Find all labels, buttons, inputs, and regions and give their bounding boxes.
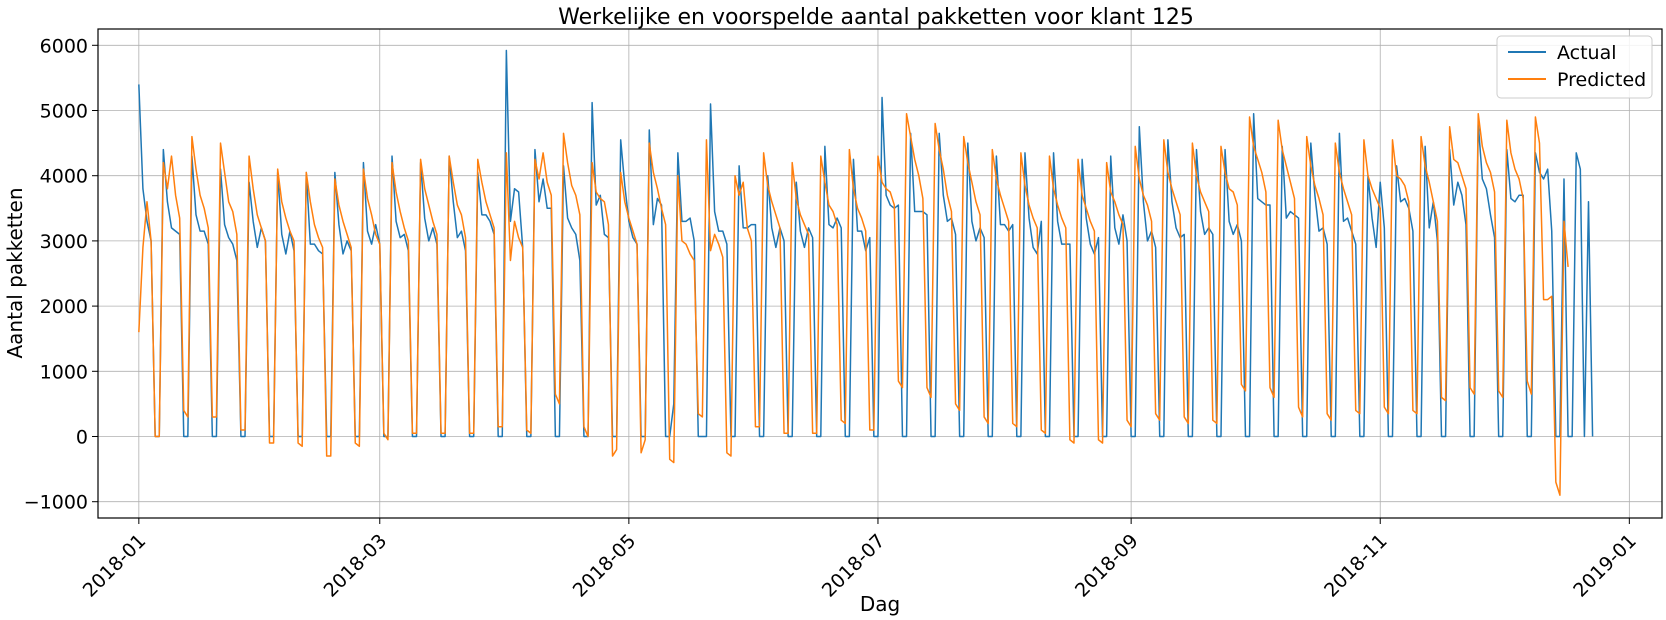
legend-label-predicted: Predicted [1557,69,1646,91]
x-tick-label: 2018-09 [1071,530,1143,602]
y-tick-label: −1000 [24,492,88,514]
legend: Actual Predicted [1496,35,1653,99]
legend-label-actual: Actual [1557,42,1617,64]
y-tick-label: 4000 [40,166,88,188]
plot-frame [97,28,1663,519]
x-tick-label: 2018-11 [1320,530,1392,602]
y-axis-label: Aantal pakketten [3,188,27,359]
x-tick-label: 2019-01 [1569,530,1641,602]
series-layer [138,49,1594,496]
x-tick-label: 2018-03 [320,530,392,602]
x-tick-label: 2018-07 [818,530,890,602]
y-tick-label: 2000 [40,296,88,318]
y-tick-label: 3000 [40,231,88,253]
y-tick-label: 6000 [40,35,88,57]
x-axis-label: Dag [860,592,900,616]
x-tick-label: 2018-01 [79,530,151,602]
series-line-predicted [138,113,1569,496]
y-tick-label: 1000 [40,361,88,383]
x-axis: 2018-01 2018-03 2018-05 2018-07 2018-09 2018-… [79,518,1641,602]
y-tick-label: 0 [76,427,88,449]
y-tick-label: 5000 [40,101,88,123]
y-axis: −1000 0 1000 2000 3000 4000 5000 6000 [24,35,98,514]
x-tick-label: 2018-05 [569,530,641,602]
chart-title: Werkelijke en voorspelde aantal pakkette… [558,5,1194,30]
